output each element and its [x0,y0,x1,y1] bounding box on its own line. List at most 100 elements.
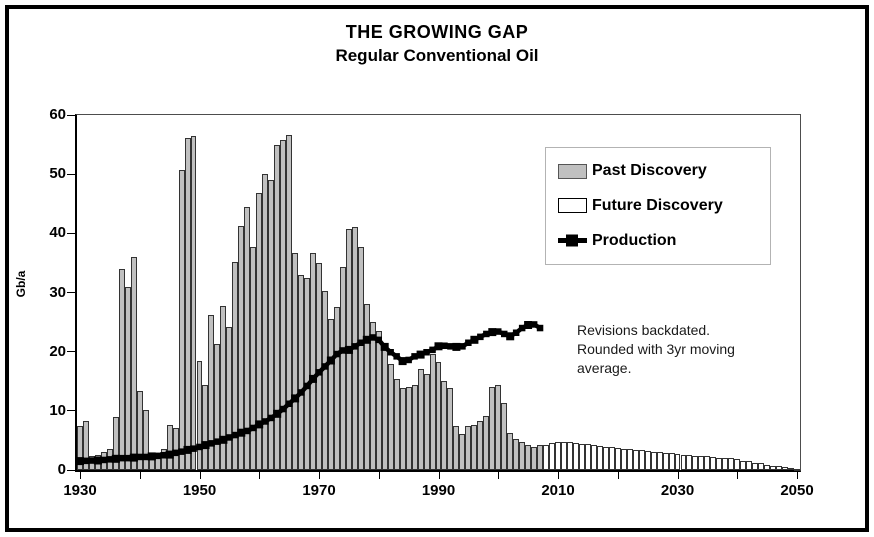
production-marker-2001 [501,330,508,338]
legend-label-future-discovery: Future Discovery [592,196,723,214]
bar-future-2037 [716,457,723,470]
production-marker-1950 [196,443,203,451]
bar-past-1948 [184,138,191,470]
bar-past-1946 [172,427,179,470]
bar-past-1992 [447,387,454,470]
x-axis-tick-2020 [617,472,619,479]
bar-past-1997 [477,420,484,470]
production-marker-1970 [315,369,323,376]
bar-past-1972 [327,319,334,470]
bar-future-2044 [758,463,765,470]
bar-past-1958 [244,206,251,470]
bar-past-1973 [333,307,340,470]
bar-past-1971 [321,290,328,470]
bar-future-2016 [590,445,597,470]
bar-future-2039 [728,458,735,470]
production-marker-1992 [447,343,454,350]
x-axis-label-1950: 1950 [182,482,217,499]
bar-future-2027 [656,452,663,470]
legend-item-production: Production [558,232,770,250]
chart-subtitle: Regular Conventional Oil [335,46,539,65]
x-axis-tick-2010 [558,472,559,479]
bar-future-2045 [764,464,771,470]
bar-past-1986 [411,385,418,470]
x-axis-label-1930: 1930 [63,482,97,499]
production-marker-1988 [423,349,430,356]
bar-past-1988 [423,373,430,470]
production-marker-1962 [267,414,275,422]
bar-past-1993 [453,426,460,470]
production-marker-1937 [118,454,126,462]
production-marker-1986 [411,353,418,360]
production-marker-1940 [136,453,143,461]
bar-future-2015 [584,444,591,470]
bar-future-2028 [662,452,669,470]
production-marker-1961 [262,418,269,425]
x-axis-tick-1950 [199,472,201,479]
production-marker-1995 [465,339,472,346]
bar-past-1952 [208,314,215,470]
bar-past-2002 [507,433,514,470]
bar-past-2006 [531,446,538,470]
image-border [5,5,869,532]
production-marker-2006 [530,321,538,328]
production-marker-1999 [488,328,497,337]
bar-past-2004 [519,441,526,470]
legend-item-future-discovery: Future Discovery [558,197,770,215]
production-marker-1969 [309,374,317,383]
y-axis-label-20: 20 [49,342,66,360]
x-axis-tick-1970 [319,472,320,479]
bar-past-2005 [525,444,532,470]
bar-future-2043 [752,462,759,470]
bar-past-1950 [196,361,203,470]
y-axis-tick-0 [67,469,75,471]
bar-past-1960 [256,193,263,470]
bar-future-2018 [602,446,609,470]
y-axis-label-40: 40 [49,224,66,242]
x-axis-label-2030: 2030 [660,482,695,499]
production-marker-1998 [483,330,490,338]
bar-past-1945 [166,425,173,470]
production-marker-1997 [477,333,484,341]
production-marker-1994 [459,343,466,350]
bar-future-2046 [770,465,777,470]
bar-past-1944 [160,448,167,470]
legend-box: Past Discovery Future Discovery Producti… [545,147,771,265]
x-axis-tick-1960 [259,472,261,479]
x-axis-tick-2050 [797,472,798,479]
production-marker-1958 [244,427,251,435]
bar-future-2023 [632,449,639,470]
bar-future-2020 [614,448,621,470]
bar-past-1955 [226,327,233,470]
production-marker-1945 [165,450,174,459]
bar-past-1970 [316,262,322,470]
bar-future-2042 [746,461,753,470]
production-marker-1959 [250,424,257,432]
bar-past-1974 [339,267,346,470]
production-marker-1939 [129,453,138,462]
bar-future-2010 [555,442,561,470]
bar-past-1982 [387,364,394,470]
production-marker-1989 [429,346,436,354]
bar-past-1998 [483,416,490,470]
production-marker-1933 [93,456,102,465]
production-marker-1963 [273,409,282,418]
past-discovery-swatch-icon [558,163,587,179]
bar-future-2025 [644,451,651,470]
bar-future-2029 [668,453,675,470]
bar-past-2007 [537,445,544,470]
y-axis-tick-60 [67,114,75,116]
bar-future-2031 [680,454,687,470]
legend-label-past-discovery: Past Discovery [592,162,707,180]
bar-past-1931 [82,420,89,470]
production-marker-1978 [362,335,371,344]
bar-past-1951 [202,384,209,470]
bar-future-2014 [578,443,585,470]
x-axis-tick-2030 [677,472,679,479]
bar-future-2026 [650,451,657,470]
legend-label-production: Production [592,231,677,249]
bar-past-1985 [405,386,412,470]
y-axis-tick-20 [67,351,75,353]
production-marker-1957 [237,428,246,437]
